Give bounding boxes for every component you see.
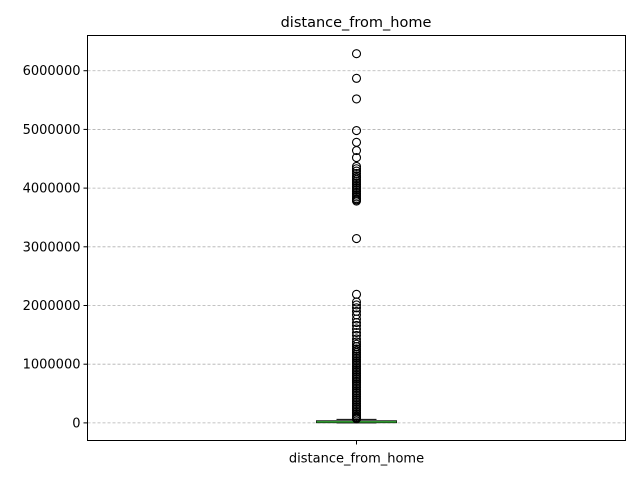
- outlier-point: [351, 137, 362, 147]
- outlier-point: [351, 327, 362, 338]
- outlier-point: [351, 314, 362, 324]
- outlier-point: [351, 330, 362, 340]
- outlier-point: [351, 303, 362, 313]
- y-axis: 0 1000000 2000000 3000000 4000000 5000000 6000…: [23, 64, 88, 431]
- outlier-point: [351, 234, 362, 244]
- y-tick-label: 3000000: [23, 240, 81, 255]
- y-tick-label: 5000000: [23, 123, 81, 138]
- outlier-point: [351, 324, 362, 334]
- outlier-point: [351, 164, 362, 174]
- outlier-point: [351, 73, 362, 83]
- outlier-point: [351, 126, 362, 136]
- outlier-point: [351, 196, 362, 206]
- outlier-points: [351, 49, 362, 424]
- outlier-point: [351, 337, 362, 347]
- outlier-point: [351, 320, 362, 331]
- outlier-point: [351, 145, 362, 156]
- outlier-point: [351, 153, 362, 163]
- y-tick-label: 4000000: [23, 182, 81, 197]
- outlier-point: [351, 414, 362, 424]
- chart-title: distance_from_home: [281, 15, 432, 31]
- y-tick-label: 6000000: [23, 64, 81, 79]
- y-tick-label: 0: [72, 416, 80, 431]
- outlier-point: [351, 289, 362, 299]
- outlier-point: [351, 300, 362, 310]
- outlier-point: [351, 161, 362, 171]
- outlier-point: [351, 49, 362, 59]
- y-tick-label: 2000000: [23, 299, 81, 314]
- y-tick-label: 1000000: [23, 358, 81, 373]
- x-axis: distance_from_home: [289, 440, 424, 467]
- outlier-point: [351, 94, 362, 104]
- x-tick-label: distance_from_home: [289, 452, 424, 467]
- outlier-point: [351, 317, 362, 328]
- outlier-point: [351, 297, 362, 307]
